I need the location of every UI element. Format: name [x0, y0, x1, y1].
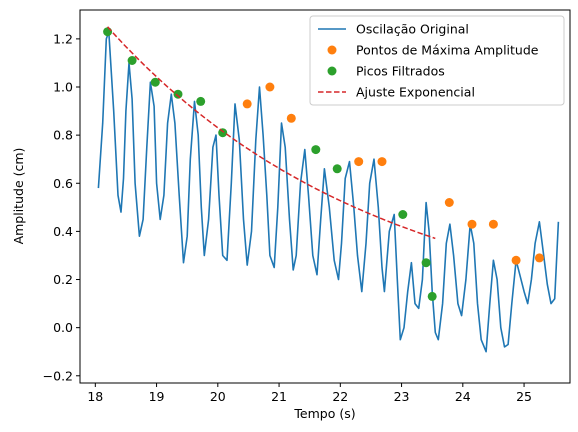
- data-point: [127, 56, 137, 65]
- chart-marks: [97, 26, 560, 353]
- y-tick-label: 0.0: [53, 320, 73, 335]
- data-point: [398, 210, 408, 219]
- legend-item: Pontos de Máxima Amplitude: [327, 43, 539, 58]
- series-1: [97, 30, 560, 353]
- data-point: [311, 145, 321, 155]
- legend-marker-swatch: [327, 45, 337, 55]
- legend-label: Picos Filtrados: [356, 64, 445, 79]
- y-axis-ticks: −0.2 0.0 0.2 0.4 0.6 0.8 1.0 1.2: [43, 31, 80, 383]
- y-tick-label: 1.0: [53, 80, 73, 95]
- x-axis-ticks: 18 19 20 21 22 23 24 25: [87, 383, 532, 404]
- data-point: [173, 89, 183, 99]
- data-point: [332, 164, 342, 174]
- x-tick-label: 19: [149, 389, 165, 404]
- y-tick-label: 0.6: [53, 176, 73, 191]
- data-point: [467, 219, 477, 229]
- legend-label: Pontos de Máxima Amplitude: [356, 43, 539, 58]
- y-tick-label: 1.2: [53, 31, 73, 46]
- data-point: [150, 77, 160, 87]
- data-point: [242, 99, 252, 109]
- legend-item: Ajuste Exponencial: [318, 85, 475, 100]
- legend: Oscilação Original Pontos de Máxima Ampli…: [309, 15, 565, 106]
- series-2: [242, 82, 544, 265]
- data-point: [421, 258, 431, 268]
- data-point: [377, 157, 387, 167]
- y-tick-label: 0.4: [53, 224, 73, 239]
- legend-marker-swatch: [327, 66, 337, 76]
- legend-label: Oscilação Original: [356, 22, 469, 37]
- fit-curve: [107, 26, 436, 240]
- data-point: [534, 253, 544, 263]
- series-4: [107, 26, 436, 240]
- y-axis-title: Amplitude (cm): [11, 148, 26, 245]
- x-tick-label: 25: [516, 389, 532, 404]
- x-axis-title: Tempo (s): [293, 406, 355, 421]
- y-tick-label: −0.2: [43, 368, 73, 383]
- x-tick-label: 24: [455, 389, 471, 404]
- series-line: [97, 30, 560, 353]
- x-tick-label: 18: [87, 389, 103, 404]
- data-point: [286, 113, 296, 123]
- legend-item: Picos Filtrados: [327, 64, 445, 79]
- data-point: [354, 157, 364, 167]
- legend-item: Oscilação Original: [318, 22, 469, 37]
- data-point: [488, 219, 498, 229]
- x-tick-label: 21: [271, 389, 287, 404]
- series-3: [103, 27, 437, 301]
- plot-frame: [79, 9, 571, 384]
- data-point: [511, 255, 521, 265]
- legend-box: [309, 15, 565, 106]
- data-point: [265, 82, 275, 92]
- data-point: [196, 96, 206, 106]
- x-tick-label: 23: [394, 389, 410, 404]
- x-tick-label: 22: [332, 389, 348, 404]
- data-point: [427, 291, 437, 301]
- x-tick-label: 20: [210, 389, 226, 404]
- legend-label: Ajuste Exponencial: [356, 85, 475, 100]
- y-tick-label: 0.2: [53, 272, 73, 287]
- data-point: [103, 27, 113, 37]
- y-tick-label: 0.8: [53, 128, 73, 143]
- data-point: [444, 198, 454, 207]
